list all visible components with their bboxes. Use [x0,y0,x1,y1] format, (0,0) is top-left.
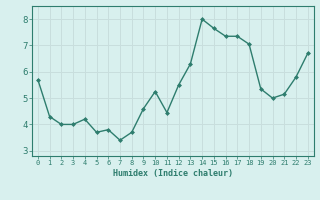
X-axis label: Humidex (Indice chaleur): Humidex (Indice chaleur) [113,169,233,178]
